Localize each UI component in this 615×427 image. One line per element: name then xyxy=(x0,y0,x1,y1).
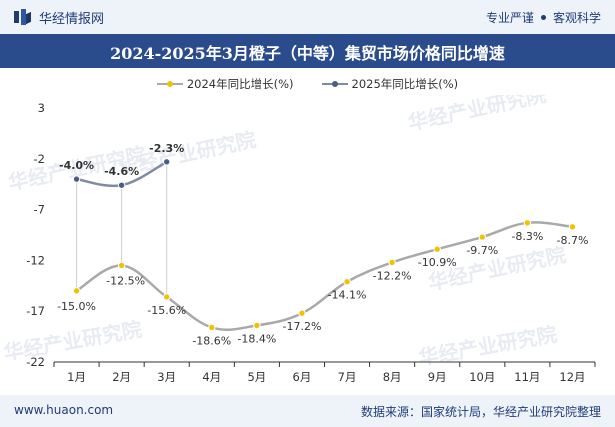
series-2024-data-label: -15.0% xyxy=(57,300,96,313)
x-tick-label: 6月 xyxy=(293,370,312,384)
series-2024-point xyxy=(388,258,396,267)
series-2024-point xyxy=(343,278,351,286)
series-2025-point xyxy=(163,158,171,166)
x-tick-label: 4月 xyxy=(202,370,221,384)
series-2024-point xyxy=(253,321,261,330)
x-tick-label: 1月 xyxy=(67,370,86,384)
legend-item-2025: 2025年同比增长(%) xyxy=(321,76,459,92)
tagline-right: 客观科学 xyxy=(552,11,601,25)
series-2025-data-label: -4.6% xyxy=(104,165,139,178)
top-bar: 华经情报网 专业严谨 客观科学 xyxy=(0,0,615,34)
series-2024-point xyxy=(298,309,306,317)
x-tick-label: 8月 xyxy=(383,370,402,384)
footer-url: www.huaon.com xyxy=(14,403,114,417)
legend-swatch-2025 xyxy=(321,79,348,89)
series-2024-data-label: -14.1% xyxy=(328,289,367,302)
series-2024-point xyxy=(478,233,486,241)
series-2024-line xyxy=(75,221,573,331)
watermark-text: 华经产业研究院 xyxy=(417,322,559,370)
x-tick-label: 9月 xyxy=(428,370,447,384)
series-2024-data-label: -8.3% xyxy=(511,230,543,243)
series-2024-point xyxy=(433,245,441,253)
chart-legend: 2024年同比增长(%) 2025年同比增长(%) xyxy=(0,76,615,92)
footer-source: 数据来源：国家统计局，华经产业研究院整理 xyxy=(360,405,601,419)
series-2024-data-label: -10.9% xyxy=(418,256,457,269)
x-tick-label: 3月 xyxy=(157,370,176,384)
x-tick-label: 12月 xyxy=(559,370,585,384)
y-tick-label: -2 xyxy=(34,152,45,166)
x-tick-label: 11月 xyxy=(514,370,540,384)
series-2024-data-label: -12.5% xyxy=(106,274,145,287)
series-2024-data-label: -15.6% xyxy=(147,304,186,317)
tagline: 专业严谨 客观科学 xyxy=(486,9,601,26)
y-tick-label: -12 xyxy=(26,253,45,267)
watermark-text: 华经产业研究院 xyxy=(406,95,548,135)
chart-title: 2024-2025年3月橙子（中等）集贸市场价格同比增速 xyxy=(110,44,505,63)
series-2024-data-label: -9.7% xyxy=(466,244,498,257)
tagline-left: 专业严谨 xyxy=(485,11,534,25)
x-tick-label: 5月 xyxy=(247,370,266,384)
series-2024-point xyxy=(117,261,126,270)
series-2024-point xyxy=(208,323,216,332)
y-tick-label: -17 xyxy=(26,304,45,318)
series-2024-point xyxy=(72,287,81,295)
footer: www.huaon.com 数据来源：国家统计局，华经产业研究院整理 xyxy=(0,395,615,427)
title-bar: 2024-2025年3月橙子（中等）集贸市场价格同比增速 xyxy=(0,34,615,68)
brand-logo-icon xyxy=(14,9,32,25)
x-tick-label: 2月 xyxy=(112,370,131,384)
brand-name: 华经情报网 xyxy=(39,11,105,27)
series-2024-point xyxy=(523,219,532,227)
legend-label-2024: 2024年同比增长(%) xyxy=(186,77,294,91)
line-chart: 华经产业研究院华经产业研究院华经产业研究院华经产业研究院华经产业研究院华经产业研… xyxy=(2,95,596,384)
legend-swatch-2024 xyxy=(156,79,183,89)
tagline-separator-dot xyxy=(540,15,546,20)
y-tick-label: 3 xyxy=(38,101,45,115)
x-tick-label: 10月 xyxy=(469,370,495,384)
legend-label-2025: 2025年同比增长(%) xyxy=(351,77,459,91)
series-2025-data-label: -2.3% xyxy=(149,142,184,155)
series-2024-point xyxy=(163,293,171,301)
series-2024-data-label: -17.2% xyxy=(282,320,321,333)
x-tick-label: 7月 xyxy=(338,370,357,384)
y-tick-label: -7 xyxy=(34,203,45,217)
series-2024-point xyxy=(568,223,577,231)
legend-item-2024: 2024年同比增长(%) xyxy=(156,76,294,92)
series-2025-point xyxy=(117,181,126,189)
series-2024-data-label: -12.2% xyxy=(373,269,412,282)
y-tick-label: -22 xyxy=(26,355,45,369)
series-2025-point xyxy=(72,175,81,183)
series-2025-data-label: -4.0% xyxy=(59,159,94,172)
series-2024-data-label: -8.7% xyxy=(556,234,588,247)
series-2024-data-label: -18.4% xyxy=(237,332,276,345)
series-2024-data-label: -18.6% xyxy=(192,334,231,347)
watermark-text: 华经产业研究院 xyxy=(2,317,144,365)
brand: 华经情报网 xyxy=(14,7,104,27)
